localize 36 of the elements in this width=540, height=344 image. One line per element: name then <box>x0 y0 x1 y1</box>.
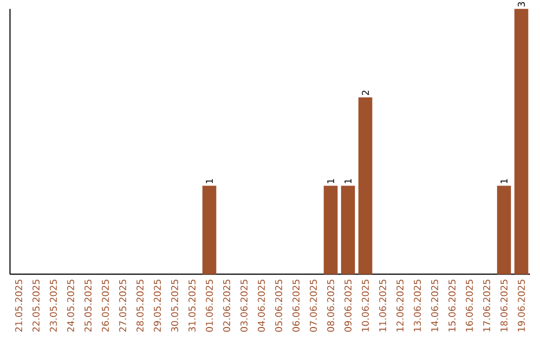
x-tick-label: 17.06.2025 <box>483 280 490 332</box>
x-tick-label: 16.06.2025 <box>466 280 473 332</box>
x-tick-label: 30.05.2025 <box>171 280 178 332</box>
x-tick-label: 04.06.2025 <box>258 280 265 332</box>
x-tick-label: 28.05.2025 <box>136 280 144 332</box>
x-tick-label: 24.05.2025 <box>67 280 74 332</box>
x-tick-label: 21.05.2025 <box>15 280 22 332</box>
x-tick-label: 15.06.2025 <box>448 280 456 332</box>
data-label: 1 <box>500 178 508 184</box>
x-tick-label: 08.06.2025 <box>327 280 334 332</box>
data-label: 3 <box>518 2 525 6</box>
x-tick-label: 29.05.2025 <box>154 280 161 332</box>
x-tick-label: 01.06.2025 <box>206 280 213 332</box>
x-tick-label: 27.05.2025 <box>119 280 126 332</box>
x-tick-label: 19.06.2025 <box>518 280 525 332</box>
data-label: 1 <box>327 178 334 184</box>
x-tick-label: 25.05.2025 <box>84 280 92 332</box>
x-tick-label: 06.06.2025 <box>292 280 300 332</box>
data-label: 1 <box>206 178 213 184</box>
x-tick-label: 02.06.2025 <box>223 280 230 332</box>
x-tick-label: 31.05.2025 <box>188 280 196 332</box>
x-tick-label: 09.06.2025 <box>344 280 352 332</box>
x-tick-label: 11.06.2025 <box>379 280 386 332</box>
x-tick-label: 13.06.2025 <box>414 280 421 332</box>
x-tick-label: 05.06.2025 <box>275 280 282 332</box>
x-tick-label: 26.05.2025 <box>102 280 109 332</box>
x-tick-label: 10.06.2025 <box>362 280 369 332</box>
x-tick-label: 23.05.2025 <box>50 280 57 332</box>
data-label: 1 <box>344 178 352 184</box>
data-label: 2 <box>362 90 369 95</box>
x-tick-label: 14.06.2025 <box>431 280 438 332</box>
x-tick-label: 03.06.2025 <box>240 280 248 332</box>
x-tick-label: 07.06.2025 <box>310 280 317 332</box>
x-tick-label: 18.06.2025 <box>500 280 508 332</box>
x-tick-label: 12.06.2025 <box>396 280 404 332</box>
x-tick-label: 22.05.2025 <box>32 280 40 332</box>
